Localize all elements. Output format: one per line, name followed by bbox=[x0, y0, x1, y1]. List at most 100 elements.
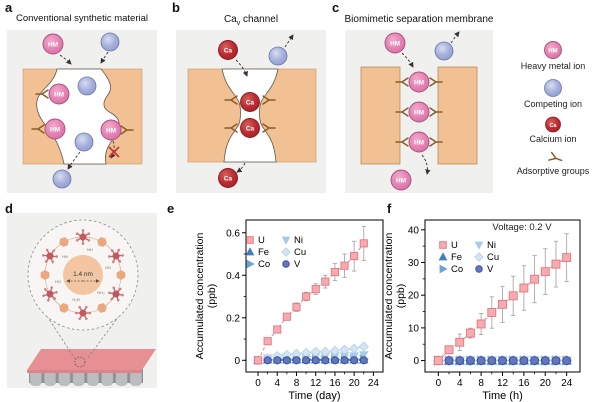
heavy-metal-ion: HM HM HM HM HM bbox=[384, 32, 430, 191]
panel-a-diagram: HM HM HM HM bbox=[7, 30, 157, 193]
legend-label: Calcium ion bbox=[529, 134, 577, 144]
svg-text:0.2: 0.2 bbox=[226, 313, 240, 324]
blocked-x-icon bbox=[108, 146, 120, 158]
svg-text:Cu: Cu bbox=[294, 247, 306, 258]
svg-text:(ppb): (ppb) bbox=[395, 284, 407, 309]
legend-item-adsorptive: Adsorptive groups bbox=[517, 151, 589, 176]
panel-a-title: Conventional synthetic material bbox=[15, 13, 148, 24]
svg-text:Ca: Ca bbox=[246, 126, 255, 133]
svg-text:Co: Co bbox=[258, 259, 270, 270]
membrane-slab bbox=[27, 349, 156, 386]
svg-text:V: V bbox=[294, 259, 301, 270]
svg-text:20: 20 bbox=[540, 378, 552, 389]
svg-text:Voltage: 0.2 V: Voltage: 0.2 V bbox=[492, 222, 552, 233]
svg-text:0.4: 0.4 bbox=[226, 271, 240, 282]
svg-text:H₂N: H₂N bbox=[72, 297, 79, 302]
legend-label: Competing ion bbox=[523, 99, 583, 109]
svg-text:12: 12 bbox=[310, 378, 322, 389]
svg-text:24: 24 bbox=[561, 378, 573, 389]
panel-b-title-sub: v bbox=[236, 20, 241, 27]
svg-text:4: 4 bbox=[274, 378, 280, 389]
svg-text:30: 30 bbox=[408, 258, 420, 269]
svg-text:Time (day): Time (day) bbox=[288, 390, 340, 402]
svg-text:Accumulated concentration: Accumulated concentration bbox=[385, 233, 395, 360]
svg-text:V: V bbox=[487, 264, 494, 275]
adsorptive-groups-icon bbox=[548, 151, 563, 165]
functional-group-labels: NH OH NH₂ H₂N HO HN bbox=[55, 247, 111, 302]
svg-text:Co: Co bbox=[451, 264, 463, 275]
svg-text:8: 8 bbox=[478, 378, 484, 389]
heavy-metal-ion-icon: HM bbox=[544, 41, 562, 59]
hourglass-channel bbox=[221, 68, 279, 163]
svg-text:Ca: Ca bbox=[549, 123, 557, 129]
svg-text:0: 0 bbox=[255, 378, 261, 389]
calcium-ion: Ca Ca Ca Ca bbox=[218, 40, 260, 188]
dashed-arrows bbox=[235, 34, 294, 173]
svg-text:HM: HM bbox=[106, 128, 116, 135]
membrane-wall-left bbox=[360, 66, 401, 165]
svg-text:8: 8 bbox=[294, 378, 300, 389]
svg-text:20: 20 bbox=[349, 378, 361, 389]
membrane-wall-right bbox=[437, 66, 478, 165]
pore-circle bbox=[63, 255, 103, 295]
svg-text:24: 24 bbox=[368, 378, 380, 389]
calcium-ion-icon: Ca bbox=[545, 116, 561, 133]
competing-ion-icon bbox=[544, 79, 562, 97]
panel-a-label: a bbox=[5, 0, 13, 15]
panel-b-title-pre: Ca bbox=[223, 14, 237, 25]
chart-e: 0 4 8 12 16 20 24 0 0.2 0.4 0.6 Accumulated concent… bbox=[194, 219, 384, 402]
panel-b-label: b bbox=[172, 0, 180, 15]
chart-f: 0 4 8 12 16 20 24 0 10 20 30 40 Accumulated concentr… bbox=[385, 219, 581, 402]
panel-f-label: f bbox=[387, 201, 392, 216]
svg-text:Fe: Fe bbox=[451, 252, 462, 263]
svg-text:Accumulated concentration: Accumulated concentration bbox=[194, 233, 206, 360]
svg-text:HM: HM bbox=[548, 49, 557, 55]
svg-text:12: 12 bbox=[497, 378, 509, 389]
svg-text:HO: HO bbox=[55, 279, 61, 284]
competing-ion bbox=[434, 41, 454, 61]
svg-text:HM: HM bbox=[396, 178, 406, 185]
dashed-arrows bbox=[59, 51, 116, 170]
pore-size-label: 1.4 nm bbox=[73, 271, 93, 278]
svg-text:HM: HM bbox=[414, 80, 424, 87]
legend-item-calcium: Ca Calcium ion bbox=[529, 116, 577, 144]
dashed-arrows bbox=[401, 31, 460, 175]
svg-text:Ca: Ca bbox=[224, 48, 233, 55]
panel-b-title: Cav channel bbox=[176, 14, 326, 28]
svg-text:10: 10 bbox=[408, 323, 420, 334]
panel-b-title-post: channel bbox=[240, 14, 279, 25]
legend-label: Heavy metal ion bbox=[520, 61, 586, 71]
svg-text:Ni: Ni bbox=[294, 235, 303, 246]
panel-c-diagram: HM HM HM HM HM bbox=[345, 30, 493, 193]
svg-text:NH₂: NH₂ bbox=[97, 290, 105, 295]
svg-text:HN: HN bbox=[62, 254, 68, 259]
svg-text:Ni: Ni bbox=[487, 240, 496, 251]
svg-text:OH: OH bbox=[105, 265, 111, 270]
svg-text:0: 0 bbox=[234, 356, 240, 367]
svg-text:HM: HM bbox=[390, 41, 400, 48]
panel-e-label: e bbox=[167, 201, 175, 216]
svg-text:Cu: Cu bbox=[487, 252, 499, 263]
zoom-callout-lines bbox=[46, 315, 120, 360]
legend-item-competing: Competing ion bbox=[524, 78, 582, 109]
svg-text:16: 16 bbox=[518, 378, 530, 389]
svg-text:HM: HM bbox=[48, 42, 58, 49]
panel-c-title: Biomimetic separation membrane bbox=[344, 14, 494, 25]
svg-text:NH: NH bbox=[87, 247, 93, 252]
svg-text:0: 0 bbox=[413, 356, 419, 367]
svg-text:Ca: Ca bbox=[246, 100, 255, 107]
competing-ion bbox=[268, 46, 288, 66]
legend-item-heavy-metal: HM Heavy metal ion bbox=[520, 40, 586, 71]
panel-d-label: d bbox=[5, 201, 13, 216]
svg-text:HM: HM bbox=[50, 127, 60, 134]
panel-d-diagram: NH OH NH₂ H₂N HO HN 1.4 nm bbox=[7, 213, 157, 388]
pore-marker-circle bbox=[74, 356, 86, 368]
svg-text:40: 40 bbox=[408, 225, 420, 236]
svg-text:0.6: 0.6 bbox=[226, 228, 240, 239]
svg-text:(ppb): (ppb) bbox=[206, 284, 218, 309]
panel-c-label: c bbox=[332, 0, 340, 15]
svg-text:Fe: Fe bbox=[258, 247, 269, 258]
svg-text:16: 16 bbox=[329, 378, 341, 389]
figure-legend: HM Heavy metal ion Competing ion Ca Calc… bbox=[506, 40, 600, 183]
svg-text:0: 0 bbox=[436, 378, 442, 389]
